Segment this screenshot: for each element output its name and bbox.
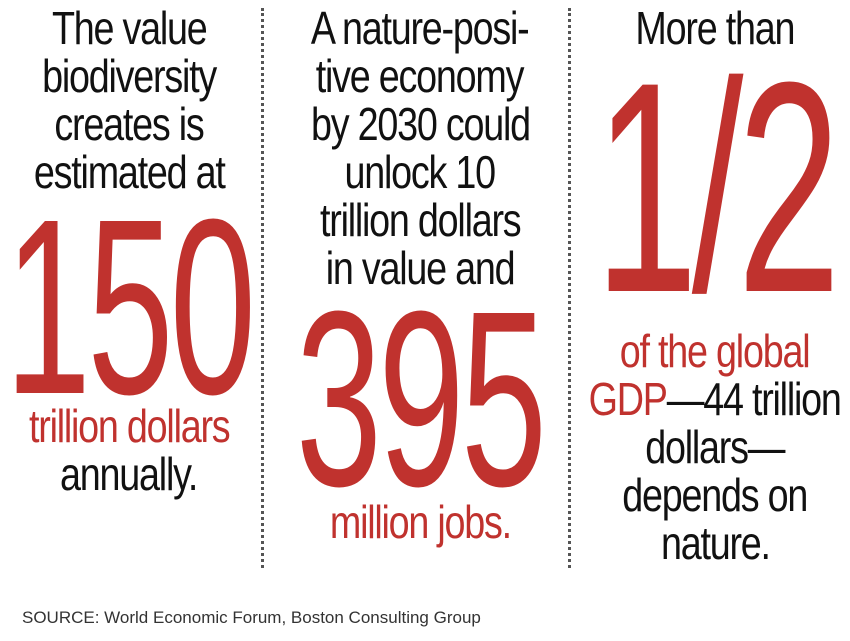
unit-label: of the global bbox=[620, 325, 811, 377]
big-figure-395: 395 bbox=[296, 259, 547, 538]
stat-column-gdp-share: More than 1/2 of the global GDP—44 trill… bbox=[580, 0, 850, 604]
intro-line: The value bbox=[51, 2, 208, 54]
intro-line: estimated at bbox=[33, 146, 226, 198]
big-figure-150: 150 bbox=[5, 167, 256, 446]
gdp-amount: —44 trillion bbox=[667, 373, 842, 425]
gdp-label: GDP bbox=[589, 373, 668, 425]
dotted-divider bbox=[568, 8, 571, 568]
intro-line: trillion dollars bbox=[319, 194, 522, 246]
tail-text: annually. bbox=[60, 448, 198, 500]
unit-label: million jobs. bbox=[329, 496, 511, 548]
unit-line-2: GDP—44 trillion bbox=[589, 373, 842, 425]
intro-line: tive economy bbox=[316, 50, 525, 102]
big-figure-half: 1/2 bbox=[595, 19, 841, 355]
intro-line: by 2030 could bbox=[310, 98, 531, 150]
intro-line: in value and bbox=[325, 242, 516, 294]
tail-line: nature. bbox=[660, 517, 771, 569]
source-note: SOURCE: World Economic Forum, Boston Con… bbox=[22, 608, 481, 627]
intro-line: More than bbox=[635, 2, 796, 54]
tail-line: depends on bbox=[622, 469, 809, 521]
stat-column-biodiversity-value: The value biodiversity creates is estima… bbox=[0, 0, 258, 604]
intro-line: A nature-posi- bbox=[311, 2, 530, 54]
intro-line: biodiversity bbox=[42, 50, 217, 102]
stat-column-nature-positive-economy: A nature-posi- tive economy by 2030 coul… bbox=[270, 0, 570, 604]
dotted-divider bbox=[261, 8, 264, 568]
unit-label: trillion dollars bbox=[28, 400, 231, 452]
intro-line: creates is bbox=[54, 98, 204, 150]
tail-line: dollars— bbox=[645, 421, 785, 473]
intro-line: unlock 10 bbox=[344, 146, 497, 198]
